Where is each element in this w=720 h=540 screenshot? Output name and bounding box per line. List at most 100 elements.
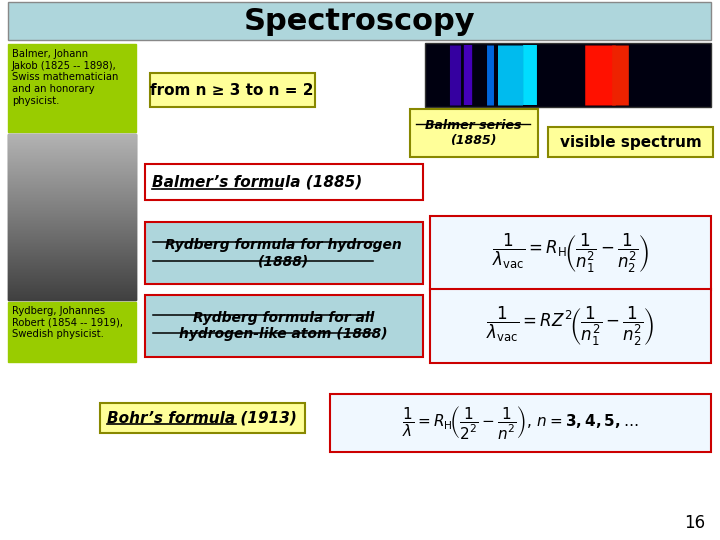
FancyBboxPatch shape [8, 134, 136, 300]
FancyBboxPatch shape [8, 208, 136, 209]
FancyBboxPatch shape [8, 144, 136, 145]
FancyBboxPatch shape [8, 142, 136, 143]
FancyBboxPatch shape [430, 216, 711, 290]
FancyBboxPatch shape [330, 394, 711, 452]
FancyBboxPatch shape [548, 127, 714, 157]
FancyBboxPatch shape [8, 187, 136, 188]
FancyBboxPatch shape [8, 210, 136, 211]
FancyBboxPatch shape [8, 195, 136, 196]
FancyBboxPatch shape [8, 257, 136, 258]
FancyBboxPatch shape [8, 177, 136, 178]
FancyBboxPatch shape [8, 2, 711, 40]
FancyBboxPatch shape [8, 235, 136, 236]
FancyBboxPatch shape [8, 138, 136, 139]
FancyBboxPatch shape [8, 290, 136, 291]
FancyBboxPatch shape [8, 158, 136, 159]
FancyBboxPatch shape [8, 198, 136, 199]
FancyBboxPatch shape [8, 143, 136, 144]
FancyBboxPatch shape [8, 147, 136, 148]
FancyBboxPatch shape [8, 261, 136, 262]
Text: $\dfrac{1}{\lambda} = R_{\rm H}\!\left(\dfrac{1}{2^2} - \dfrac{1}{n^2}\right),\,: $\dfrac{1}{\lambda} = R_{\rm H}\!\left(\… [402, 404, 639, 441]
FancyBboxPatch shape [150, 73, 315, 107]
FancyBboxPatch shape [8, 237, 136, 238]
FancyBboxPatch shape [430, 289, 711, 363]
FancyBboxPatch shape [8, 251, 136, 252]
FancyBboxPatch shape [8, 258, 136, 259]
FancyBboxPatch shape [8, 243, 136, 244]
FancyBboxPatch shape [8, 44, 136, 132]
FancyBboxPatch shape [8, 199, 136, 200]
FancyBboxPatch shape [8, 283, 136, 284]
Text: Rydberg formula for all
hydrogen-like atom (1888): Rydberg formula for all hydrogen-like at… [179, 311, 388, 341]
Text: $\dfrac{1}{\lambda_{\rm vac}} = RZ^2\!\left(\dfrac{1}{n_1^2} - \dfrac{1}{n_2^2}\: $\dfrac{1}{\lambda_{\rm vac}} = RZ^2\!\l… [486, 305, 655, 348]
FancyBboxPatch shape [8, 294, 136, 295]
FancyBboxPatch shape [8, 154, 136, 155]
FancyBboxPatch shape [145, 222, 423, 284]
FancyBboxPatch shape [8, 225, 136, 226]
FancyBboxPatch shape [8, 183, 136, 184]
FancyBboxPatch shape [8, 178, 136, 179]
FancyBboxPatch shape [8, 247, 136, 248]
FancyBboxPatch shape [8, 150, 136, 151]
FancyBboxPatch shape [8, 265, 136, 266]
Text: 16: 16 [684, 514, 706, 532]
FancyBboxPatch shape [8, 152, 136, 153]
FancyBboxPatch shape [8, 155, 136, 156]
FancyBboxPatch shape [8, 275, 136, 276]
FancyBboxPatch shape [8, 167, 136, 168]
FancyBboxPatch shape [8, 236, 136, 237]
FancyBboxPatch shape [8, 188, 136, 189]
FancyBboxPatch shape [8, 278, 136, 279]
FancyBboxPatch shape [8, 246, 136, 247]
FancyBboxPatch shape [8, 255, 136, 256]
FancyBboxPatch shape [8, 226, 136, 227]
FancyBboxPatch shape [8, 200, 136, 201]
FancyBboxPatch shape [425, 43, 711, 107]
FancyBboxPatch shape [8, 252, 136, 253]
FancyBboxPatch shape [8, 216, 136, 217]
FancyBboxPatch shape [8, 238, 136, 239]
FancyBboxPatch shape [8, 259, 136, 260]
FancyBboxPatch shape [8, 239, 136, 240]
FancyBboxPatch shape [8, 297, 136, 298]
FancyBboxPatch shape [8, 174, 136, 175]
FancyBboxPatch shape [8, 209, 136, 210]
FancyBboxPatch shape [8, 166, 136, 167]
FancyBboxPatch shape [8, 203, 136, 204]
FancyBboxPatch shape [8, 151, 136, 152]
FancyBboxPatch shape [8, 153, 136, 154]
FancyBboxPatch shape [8, 181, 136, 182]
Text: Bohr’s formula (1913): Bohr’s formula (1913) [107, 410, 297, 426]
FancyBboxPatch shape [8, 170, 136, 171]
FancyBboxPatch shape [8, 253, 136, 254]
FancyBboxPatch shape [8, 293, 136, 294]
FancyBboxPatch shape [8, 241, 136, 242]
Text: Rydberg, Johannes
Robert (1854 -- 1919),
Swedish physicist.: Rydberg, Johannes Robert (1854 -- 1919),… [12, 306, 123, 339]
FancyBboxPatch shape [8, 299, 136, 300]
FancyBboxPatch shape [8, 286, 136, 287]
FancyBboxPatch shape [8, 137, 136, 138]
FancyBboxPatch shape [8, 284, 136, 285]
FancyBboxPatch shape [8, 212, 136, 213]
FancyBboxPatch shape [8, 219, 136, 220]
FancyBboxPatch shape [8, 228, 136, 229]
FancyBboxPatch shape [8, 156, 136, 157]
FancyBboxPatch shape [8, 279, 136, 280]
FancyBboxPatch shape [8, 173, 136, 174]
FancyBboxPatch shape [8, 282, 136, 283]
FancyBboxPatch shape [8, 267, 136, 268]
FancyBboxPatch shape [8, 182, 136, 183]
FancyBboxPatch shape [8, 244, 136, 245]
FancyBboxPatch shape [8, 263, 136, 264]
FancyBboxPatch shape [8, 230, 136, 231]
FancyBboxPatch shape [8, 269, 136, 270]
FancyBboxPatch shape [8, 270, 136, 271]
FancyBboxPatch shape [8, 184, 136, 185]
FancyBboxPatch shape [8, 250, 136, 251]
FancyBboxPatch shape [8, 193, 136, 194]
FancyBboxPatch shape [8, 141, 136, 142]
FancyBboxPatch shape [8, 207, 136, 208]
FancyBboxPatch shape [8, 204, 136, 205]
FancyBboxPatch shape [8, 163, 136, 164]
FancyBboxPatch shape [8, 192, 136, 193]
